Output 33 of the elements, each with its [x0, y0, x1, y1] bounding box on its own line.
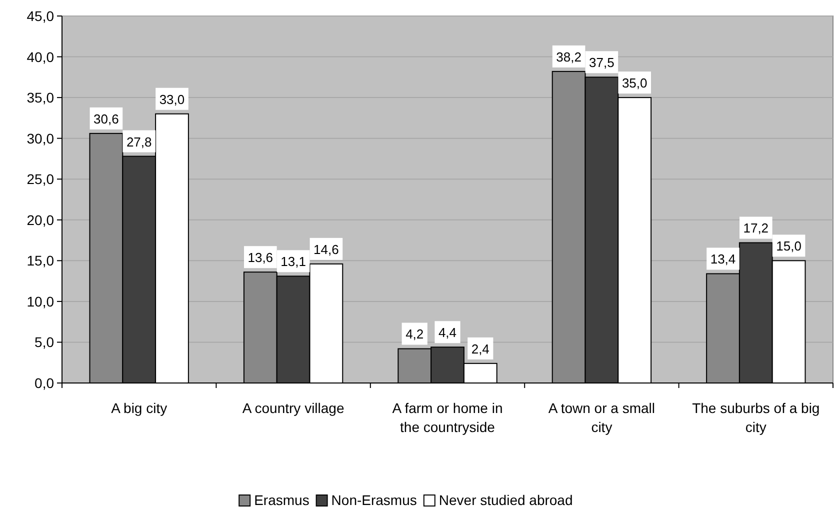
legend-label: Never studied abroad — [438, 492, 573, 508]
y-tick-label: 10,0 — [26, 293, 54, 310]
x-tick-label: A country village — [242, 400, 344, 416]
legend-label: Non-Erasmus — [331, 492, 417, 508]
y-tick-label: 25,0 — [26, 171, 54, 188]
data-label: 2,4 — [471, 341, 490, 356]
data-label: 17,2 — [743, 220, 769, 236]
y-tick-label: 0,0 — [34, 375, 54, 391]
x-tick-label: A farm or home in the countryside — [392, 400, 503, 435]
data-label: 4,4 — [438, 325, 457, 340]
data-label: 35,0 — [622, 76, 648, 91]
y-tick-label: 30,0 — [26, 130, 54, 146]
data-label: 38,2 — [556, 49, 582, 64]
data-label: 30,6 — [94, 111, 119, 126]
y-tick-label: 45,0 — [26, 8, 54, 24]
y-tick-label: 20,0 — [26, 212, 54, 228]
data-label: 37,5 — [589, 55, 614, 70]
data-label: 15,0 — [776, 238, 802, 254]
data-label: 33,0 — [159, 92, 185, 107]
data-label: 13,1 — [280, 254, 306, 270]
data-label: 13,4 — [710, 252, 736, 267]
data-label: 4,2 — [406, 326, 424, 342]
y-tick-label: 35,0 — [26, 90, 54, 106]
data-label: 27,8 — [126, 134, 152, 150]
legend-label: Erasmus — [254, 492, 310, 508]
y-tick-label: 40,0 — [26, 48, 54, 65]
x-tick-label: A big city — [111, 400, 168, 416]
x-tick-label: A town or a small city — [548, 400, 656, 435]
y-tick-label: 15,0 — [26, 252, 54, 269]
data-label: 14,6 — [314, 242, 339, 257]
data-label: 13,6 — [248, 250, 274, 266]
y-tick-label: 5,0 — [34, 334, 54, 350]
x-tick-label: The suburbs of a big city — [692, 400, 820, 435]
